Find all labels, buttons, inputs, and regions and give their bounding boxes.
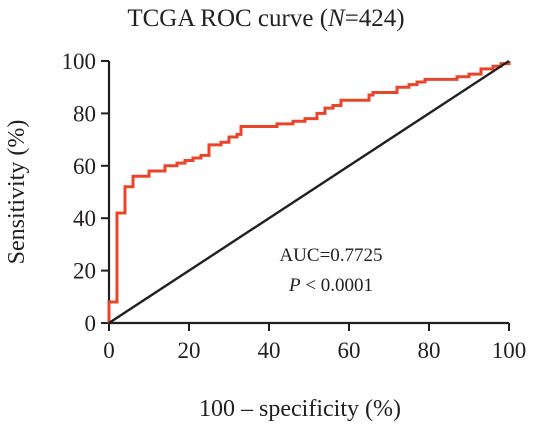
roc-curve-series [107, 61, 511, 323]
p-value-variable: P [288, 275, 301, 296]
title-variable: N [327, 5, 346, 32]
x-tick-label: 60 [338, 338, 361, 363]
title-prefix: TCGA ROC curve ( [127, 5, 328, 32]
y-tick-label: 100 [62, 49, 97, 74]
p-value-text: < 0.0001 [301, 275, 373, 296]
y-tick-label: 0 [85, 311, 97, 336]
x-tick-label: 40 [258, 338, 281, 363]
x-tick-label: 0 [103, 338, 115, 363]
p-value-annotation: P < 0.0001 [288, 275, 373, 296]
x-tick-label: 80 [418, 338, 441, 363]
y-tick-label: 80 [73, 101, 96, 126]
plot-area: 0 20 40 60 80 100 0 20 40 60 80 100 [62, 49, 527, 363]
title-suffix: =424) [345, 5, 405, 32]
x-tick-label: 20 [178, 338, 201, 363]
auc-annotation: AUC=0.7725 [279, 245, 382, 266]
chart-title: TCGA ROC curve (N=424) [127, 5, 404, 32]
reference-diagonal-series [108, 59, 510, 325]
y-axis-label: Sensitivity (%) [4, 120, 30, 265]
y-tick-label: 20 [73, 259, 96, 284]
x-axis-label: 100 – specificity (%) [199, 396, 401, 422]
x-tick-label: 100 [492, 338, 527, 363]
y-tick-label: 60 [73, 154, 96, 179]
y-tick-label: 40 [73, 206, 96, 231]
